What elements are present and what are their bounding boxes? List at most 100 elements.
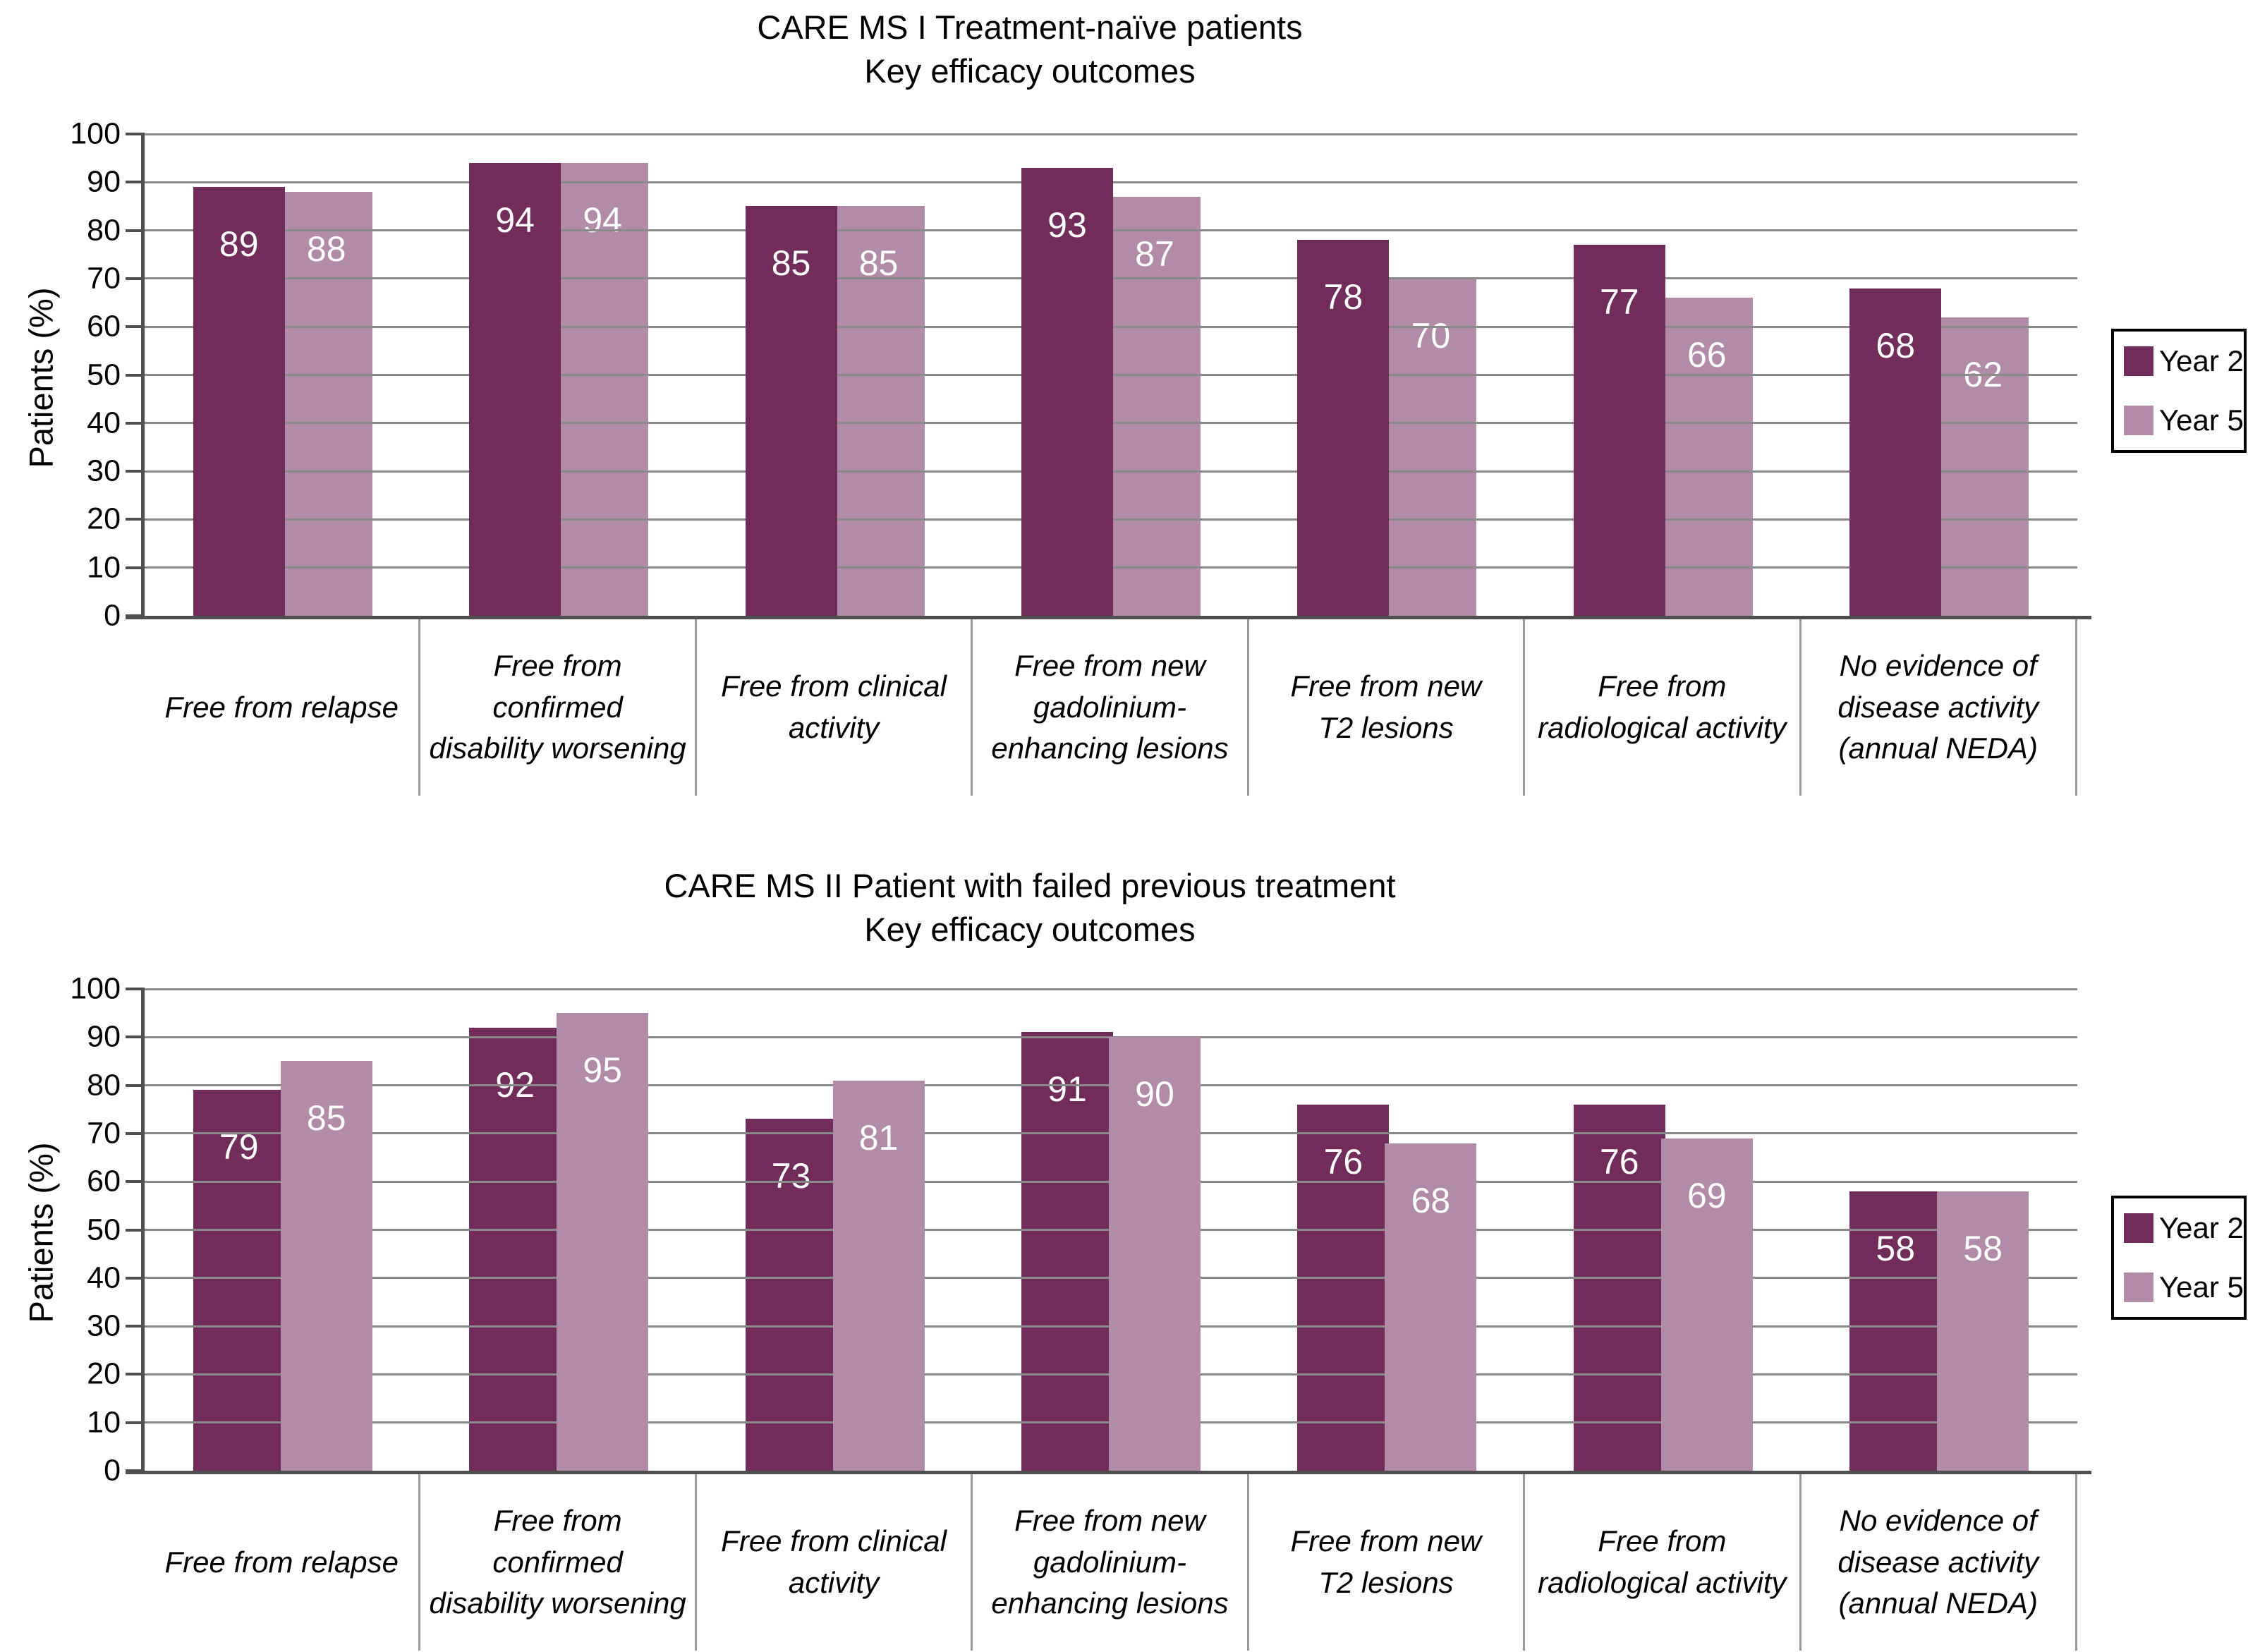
legend-label: Year 2	[2159, 1211, 2244, 1244]
category-label-line: gadolinium-	[1033, 690, 1187, 724]
category-label-line: activity	[788, 1566, 880, 1599]
bar-year5: 70	[1385, 278, 1477, 616]
bar-year5: 81	[832, 1080, 925, 1471]
y-tick-label: 50	[87, 358, 121, 391]
y-tick-label: 10	[87, 1405, 121, 1440]
bar-group: 58 58	[1802, 989, 2077, 1471]
y-axis-line	[141, 134, 145, 619]
bar-groups: 79 85 92 95 73 81 91 90 76 68 76 69 58 58	[145, 989, 2077, 1471]
bar-group: 89 88	[145, 134, 420, 616]
category-label: Free from confirmed disability worsening	[420, 619, 697, 796]
plot-area: 89 88 94 94 85 85 93 87 78 70 77 66 68 62 0 10 20 30 40 50…	[70, 117, 2091, 633]
y-tick-label: 70	[87, 1116, 121, 1150]
y-axis-tick	[126, 1325, 145, 1328]
plot-area: 79 85 92 95 73 81 91 90 76 68 76 69 58 58 0 10 20 30 40 50…	[70, 972, 2091, 1488]
legend-item: Year 5	[2124, 403, 2244, 437]
legend-label: Year 5	[2159, 403, 2244, 437]
category-label-line: disability worsening	[429, 1586, 686, 1620]
bar-value-label: 81	[858, 1117, 899, 1158]
chart-title-line: Key efficacy outcomes	[864, 911, 1196, 949]
legend-item: Year 5	[2124, 1270, 2244, 1304]
y-tick-label: 80	[87, 1068, 121, 1103]
bar-value-label: 66	[1687, 335, 1727, 375]
chart-title: CARE MS II Patient with failed previous …	[145, 864, 1915, 952]
bar-year5: 85	[280, 1061, 372, 1471]
bar-group: 68 62	[1802, 134, 2077, 616]
legend-swatch-year2	[2124, 1213, 2153, 1243]
category-label: Free from new gadolinium-enhancing lesion…	[973, 1474, 1249, 1651]
bar-value-label: 58	[1963, 1228, 2003, 1268]
category-label: Free from new T2 lesions	[1249, 1474, 1526, 1651]
y-axis-title: Patients (%)	[22, 287, 60, 468]
bar-year5: 62	[1937, 317, 2029, 616]
bar-group: 76 69	[1525, 989, 1801, 1471]
y-tick-label: 40	[87, 406, 121, 440]
y-tick-label: 100	[70, 116, 121, 151]
chart-title-line: CARE MS II Patient with failed previous …	[664, 867, 1396, 904]
y-axis-tick	[126, 229, 145, 232]
bar-value-label: 85	[858, 243, 899, 284]
bar-year2: 76	[1573, 1104, 1665, 1471]
bar-group: 78 70	[1249, 134, 1525, 616]
category-label-line: Free from	[493, 648, 622, 682]
y-tick-label: 30	[87, 1308, 121, 1343]
bar-year2: 79	[193, 1090, 285, 1471]
bar-year5: 90	[1108, 1037, 1201, 1471]
category-label-line: Free from clinical	[721, 669, 947, 703]
category-label-line: confirmed	[492, 690, 623, 724]
category-label: Free from new gadolinium-enhancing lesion…	[973, 619, 1249, 796]
bar-year2: 89	[193, 187, 285, 616]
category-label: No evidence of disease activity (annual NE…	[1802, 1474, 2077, 1651]
category-label: Free from clinical activity	[697, 619, 973, 796]
bar-value-label: 93	[1047, 205, 1087, 245]
bar-group: 91 90	[973, 989, 1248, 1471]
category-label-line: Free from relapse	[164, 1545, 399, 1579]
legend: Year 2 Year 5	[2111, 1196, 2247, 1320]
bar-year5: 58	[1937, 1191, 2029, 1471]
category-label-line: Free from new	[1014, 1503, 1205, 1537]
category-label-line: Free from new	[1290, 1524, 1482, 1558]
bar-value-label: 68	[1411, 1180, 1451, 1220]
category-label-line: disease activity	[1837, 690, 2039, 724]
category-label-line: Free from relapse	[164, 690, 399, 724]
bar-year2: 68	[1849, 288, 1942, 616]
bar-value-label: 85	[306, 1098, 346, 1138]
category-label-line: (annual NEDA)	[1838, 731, 2038, 765]
legend: Year 2 Year 5	[2111, 329, 2247, 453]
category-label: Free from relapse	[145, 619, 421, 796]
bar-year5: 69	[1660, 1138, 1753, 1471]
bar-value-label: 68	[1876, 325, 1916, 365]
legend-item: Year 2	[2124, 1211, 2244, 1245]
y-tick-label: 60	[87, 309, 121, 344]
category-label-line: No evidence of	[1839, 1503, 2037, 1537]
bar-group: 77 66	[1525, 134, 1801, 616]
y-axis-tick	[126, 1035, 145, 1039]
y-axis-tick	[126, 1373, 145, 1376]
y-tick-label: 20	[87, 502, 121, 536]
bar-group: 92 95	[420, 989, 696, 1471]
category-label: Free from clinical activity	[697, 1474, 973, 1651]
bar-year2: 77	[1573, 245, 1665, 616]
bar-year5: 94	[557, 162, 649, 616]
category-label-line: No evidence of	[1839, 648, 2037, 682]
category-axis-labels: Free from relapse Free from confirmed disab…	[145, 619, 2077, 796]
bar-year2: 92	[469, 1027, 561, 1471]
bar-year5: 85	[832, 206, 925, 616]
category-label: Free from radiological activity	[1525, 619, 1802, 796]
bar-value-label: 70	[1411, 315, 1451, 356]
category-label-line: confirmed	[492, 1545, 623, 1579]
bar-value-label: 95	[583, 1050, 622, 1091]
y-tick-label: 20	[87, 1356, 121, 1391]
bar-group: 93 87	[973, 134, 1248, 616]
bar-value-label: 85	[771, 243, 811, 284]
bar-value-label: 76	[1323, 1141, 1363, 1182]
y-axis-tick	[126, 181, 145, 184]
category-label-line: Free from	[1598, 669, 1727, 703]
chart-care-ms-1: CARE MS I Treatment-naïve patients Key ef…	[0, 0, 2248, 797]
bar-groups: 89 88 94 94 85 85 93 87 78 70 77 66 68 62	[145, 134, 2077, 616]
bar-year2: 78	[1297, 240, 1390, 616]
y-tick-label: 30	[87, 454, 121, 488]
y-tick-label: 50	[87, 1213, 121, 1246]
y-tick-label: 100	[70, 971, 121, 1006]
bar-value-label: 94	[583, 200, 622, 240]
